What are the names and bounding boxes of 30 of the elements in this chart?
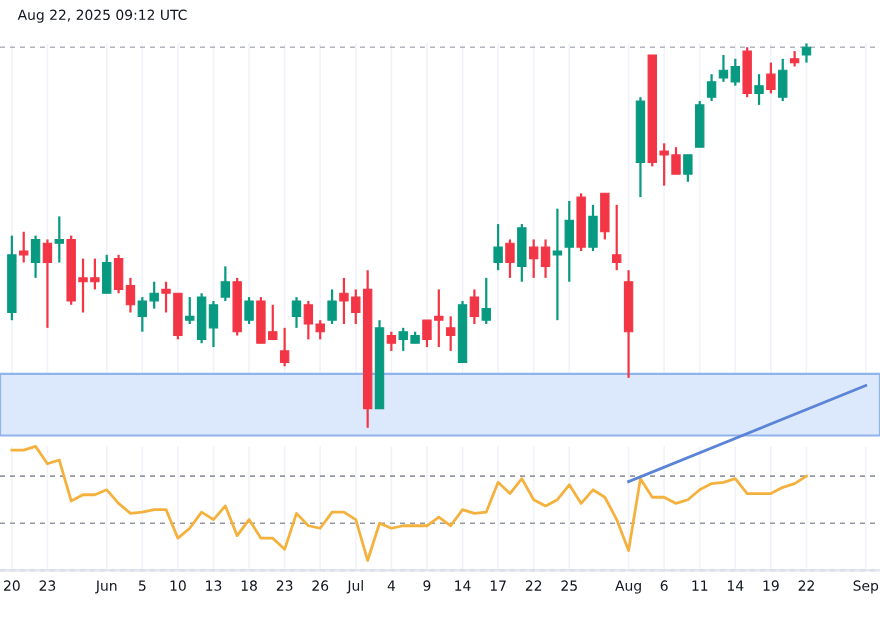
candlestick: [588, 203, 598, 253]
candlestick: [683, 153, 693, 183]
candlestick: [517, 222, 527, 283]
candlestick: [754, 73, 764, 107]
candlestick: [469, 288, 480, 326]
candlestick: [30, 234, 41, 279]
candlestick: [19, 230, 29, 264]
candlestick: [695, 99, 705, 149]
candlestick: [552, 207, 563, 322]
candlestick: [327, 288, 337, 326]
candlestick: [706, 73, 717, 103]
candlestick: [612, 203, 622, 272]
candlestick: [42, 238, 53, 329]
candlestick: [505, 238, 515, 279]
candlestick: [102, 253, 112, 295]
candlestick: [220, 265, 231, 303]
candlestick: [244, 295, 254, 326]
candlestick: [778, 57, 788, 103]
candlestick: [493, 222, 503, 272]
candlestick: [54, 215, 65, 264]
candlestick: [481, 276, 491, 326]
candlestick: [564, 199, 574, 283]
candlestick: [766, 61, 776, 95]
candlestick: [279, 326, 290, 368]
candlestick: [742, 46, 752, 99]
candlestick: [445, 315, 456, 353]
candlestick: [801, 42, 812, 64]
candlestick: [600, 192, 610, 241]
candlestick: [386, 330, 397, 353]
candlestick: [291, 295, 302, 329]
